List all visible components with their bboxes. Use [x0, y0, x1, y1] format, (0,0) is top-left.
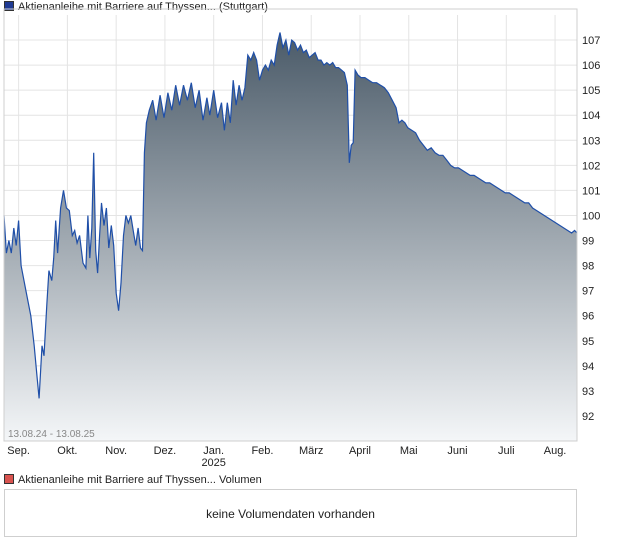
price-legend: Aktienanleihe mit Barriere auf Thyssen..… [4, 0, 268, 14]
x-tick-label: April [349, 445, 371, 457]
price-legend-swatch [4, 1, 14, 11]
x-tick-label: März [299, 445, 323, 457]
date-range-label: 13.08.24 - 13.08.25 [8, 429, 95, 440]
x-tick-label: Sep. [7, 445, 30, 457]
y-tick-label: 99 [582, 236, 594, 248]
x-tick-label: Feb. [251, 445, 273, 457]
x-tick-label: Juli [498, 445, 515, 457]
y-tick-label: 94 [582, 361, 594, 373]
y-tick-label: 92 [582, 411, 594, 423]
volume-legend-swatch [4, 474, 14, 484]
volume-legend-label: Aktienanleihe mit Barriere auf Thyssen..… [18, 474, 262, 486]
y-tick-label: 104 [582, 110, 600, 122]
y-tick-label: 97 [582, 286, 594, 298]
y-tick-label: 96 [582, 311, 594, 323]
x-tick-label: Aug. [544, 445, 567, 457]
y-tick-label: 101 [582, 185, 600, 197]
volume-empty-message: keine Volumendaten vorhanden [206, 507, 375, 521]
y-tick-label: 100 [582, 210, 600, 222]
x-tick-label: Nov. [105, 445, 127, 457]
x-tick-label: Juni [447, 445, 467, 457]
price-chart: 92 93 94 95 96 97 98 99 100 101 102 103 104 105 106 107… [3, 8, 600, 469]
volume-panel: keine Volumendaten vorhanden [4, 489, 577, 537]
y-tick-label: 103 [582, 135, 600, 147]
chart-frame [3, 8, 578, 442]
y-tick-label: 106 [582, 60, 600, 72]
x-tick-label: Dez. [154, 445, 177, 457]
x-tick-sublabel: 2025 [201, 457, 225, 469]
y-tick-label: 107 [582, 35, 600, 47]
y-tick-label: 95 [582, 336, 594, 348]
x-tick-label: Okt. [57, 445, 77, 457]
x-tick-label: Mai [400, 445, 418, 457]
price-line [3, 32, 578, 399]
volume-legend: Aktienanleihe mit Barriere auf Thyssen..… [4, 473, 262, 487]
y-tick-label: 105 [582, 85, 600, 97]
y-tick-label: 93 [582, 386, 594, 398]
x-tick-label: Jan. [203, 445, 224, 457]
y-tick-label: 102 [582, 160, 600, 172]
price-legend-label: Aktienanleihe mit Barriere auf Thyssen..… [18, 1, 268, 13]
y-tick-label: 98 [582, 261, 594, 273]
price-area [4, 32, 577, 441]
